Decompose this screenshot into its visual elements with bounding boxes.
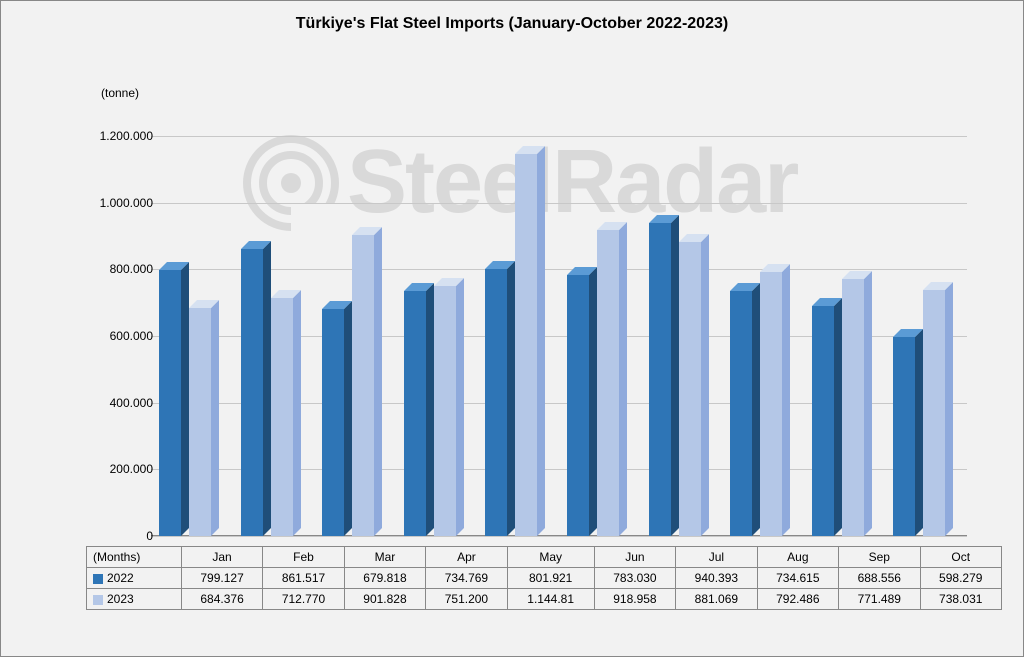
y-tick-label: 200.000 bbox=[83, 462, 153, 476]
y-tick-label: 1.200.000 bbox=[83, 129, 153, 143]
bar-2023-Jul bbox=[679, 234, 709, 536]
cell: 738.031 bbox=[920, 589, 1002, 610]
col-Jul: Jul bbox=[676, 547, 757, 568]
cell: 792.486 bbox=[757, 589, 838, 610]
bar-2023-Jan bbox=[189, 300, 219, 536]
bar-2023-Mar bbox=[352, 227, 382, 536]
chart-container: Türkiye's Flat Steel Imports (January-Oc… bbox=[0, 0, 1024, 657]
bar-2023-Sep bbox=[842, 271, 872, 536]
col-Sep: Sep bbox=[839, 547, 920, 568]
col-Feb: Feb bbox=[263, 547, 344, 568]
col-Mar: Mar bbox=[344, 547, 425, 568]
legend-2022: 2022 bbox=[87, 568, 182, 589]
y-tick-label: 0 bbox=[83, 529, 153, 543]
cell: 881.069 bbox=[676, 589, 757, 610]
bar-2022-Apr bbox=[404, 283, 434, 536]
col-Jun: Jun bbox=[594, 547, 675, 568]
bar-2023-May bbox=[515, 146, 545, 536]
bar-2023-Oct bbox=[923, 282, 953, 536]
y-tick-label: 400.000 bbox=[83, 396, 153, 410]
y-tick-label: 600.000 bbox=[83, 329, 153, 343]
cell: 751.200 bbox=[426, 589, 507, 610]
col-Aug: Aug bbox=[757, 547, 838, 568]
col-Jan: Jan bbox=[181, 547, 262, 568]
bar-2022-Oct bbox=[893, 329, 923, 536]
cell: 940.393 bbox=[676, 568, 757, 589]
bar-2022-Sep bbox=[812, 298, 842, 536]
cell: 783.030 bbox=[594, 568, 675, 589]
cell: 918.958 bbox=[594, 589, 675, 610]
bar-2023-Feb bbox=[271, 290, 301, 536]
data-table: (Months)JanFebMarAprMayJunJulAugSepOct 20… bbox=[86, 546, 1002, 610]
bar-2022-Aug bbox=[730, 283, 760, 536]
bar-2022-Jun bbox=[567, 267, 597, 536]
cell: 734.769 bbox=[426, 568, 507, 589]
y-tick-label: 1.000.000 bbox=[83, 196, 153, 210]
bar-2022-Feb bbox=[241, 241, 271, 536]
bar-2022-Jan bbox=[159, 262, 189, 536]
cell: 861.517 bbox=[263, 568, 344, 589]
cell: 901.828 bbox=[344, 589, 425, 610]
bar-2023-Apr bbox=[434, 278, 464, 536]
cell: 801.921 bbox=[507, 568, 594, 589]
bar-2022-Mar bbox=[322, 301, 352, 536]
chart-title: Türkiye's Flat Steel Imports (January-Oc… bbox=[1, 15, 1023, 33]
bar-2022-Jul bbox=[649, 215, 679, 536]
gridline bbox=[151, 203, 967, 204]
y-unit-label: (tonne) bbox=[101, 86, 139, 100]
cell: 799.127 bbox=[181, 568, 262, 589]
col-May: May bbox=[507, 547, 594, 568]
bar-2022-May bbox=[485, 261, 515, 536]
cell: 1.144.81 bbox=[507, 589, 594, 610]
bar-2023-Aug bbox=[760, 264, 790, 536]
cell: 684.376 bbox=[181, 589, 262, 610]
cell: 712.770 bbox=[263, 589, 344, 610]
cell: 688.556 bbox=[839, 568, 920, 589]
cell: 598.279 bbox=[920, 568, 1002, 589]
gridline bbox=[151, 536, 967, 537]
gridline bbox=[151, 136, 967, 137]
bar-2023-Jun bbox=[597, 222, 627, 536]
col-Oct: Oct bbox=[920, 547, 1002, 568]
plot-area bbox=[151, 136, 967, 536]
cell: 734.615 bbox=[757, 568, 838, 589]
y-tick-label: 800.000 bbox=[83, 262, 153, 276]
months-header: (Months) bbox=[87, 547, 182, 568]
cell: 771.489 bbox=[839, 589, 920, 610]
cell: 679.818 bbox=[344, 568, 425, 589]
col-Apr: Apr bbox=[426, 547, 507, 568]
legend-2023: 2023 bbox=[87, 589, 182, 610]
